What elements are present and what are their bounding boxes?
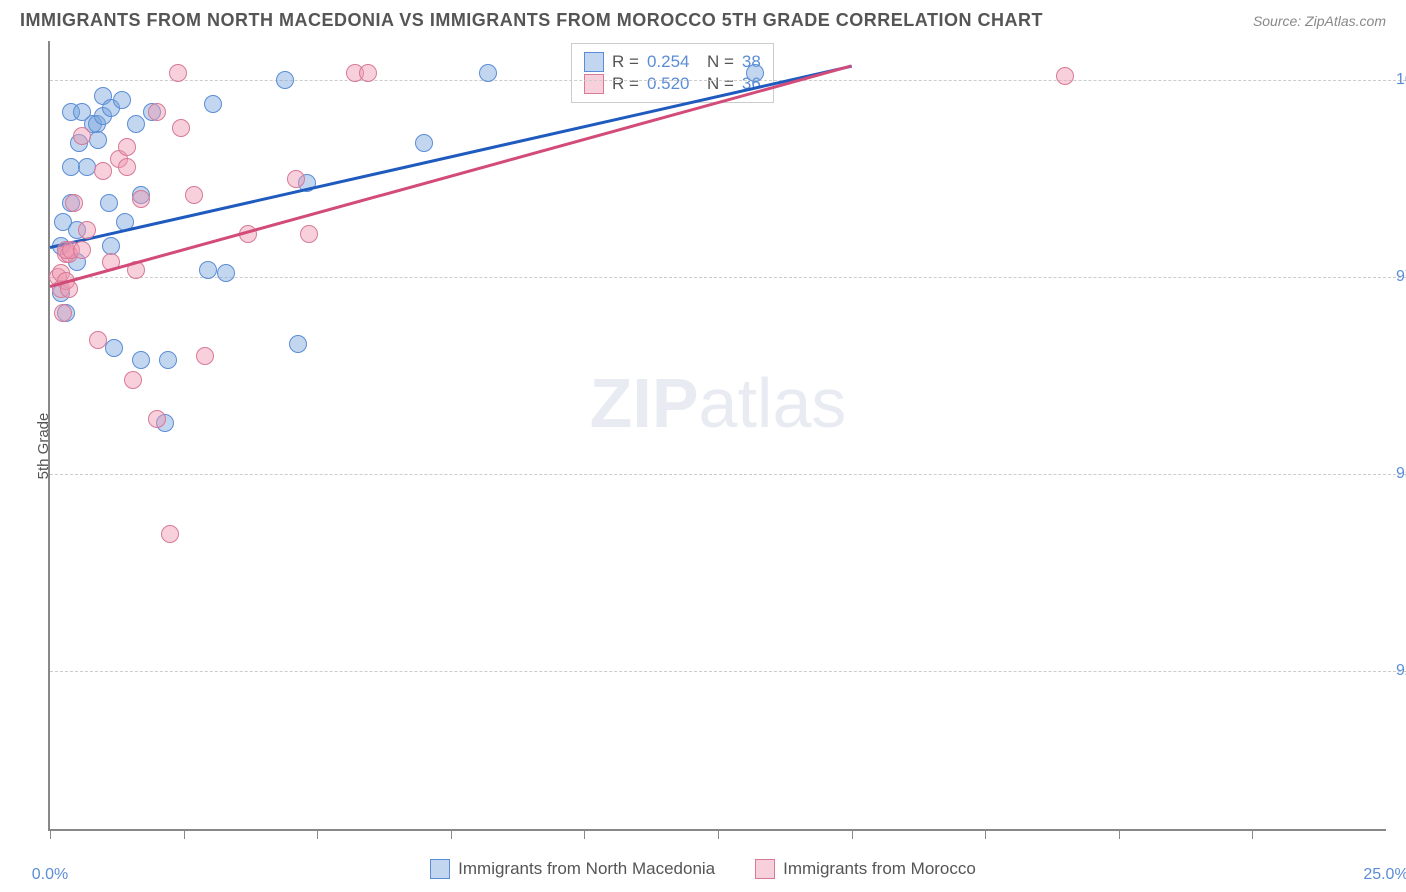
data-point [169,64,187,82]
legend-swatch [584,74,604,94]
data-point [100,194,118,212]
data-point [105,339,123,357]
data-point [89,331,107,349]
data-point [161,525,179,543]
source-label: Source: ZipAtlas.com [1253,13,1386,29]
x-tick [852,829,853,839]
legend-swatch [584,52,604,72]
data-point [118,158,136,176]
data-point [132,190,150,208]
gridline [50,80,1406,81]
data-point [73,241,91,259]
watermark: ZIPatlas [590,363,847,443]
data-point [287,170,305,188]
legend-label: Immigrants from North Macedonia [458,859,715,879]
data-point [300,225,318,243]
y-tick-label: 95.0% [1396,465,1406,483]
data-point [746,64,764,82]
legend-swatch [430,859,450,879]
y-tick-label: 97.5% [1396,268,1406,286]
gridline [50,474,1406,475]
legend-r-label: R = [612,52,639,72]
data-point [65,194,83,212]
data-point [148,410,166,428]
data-point [127,115,145,133]
data-point [54,304,72,322]
chart-title: IMMIGRANTS FROM NORTH MACEDONIA VS IMMIG… [20,10,1043,31]
trend-line [50,65,852,249]
x-tick [317,829,318,839]
data-point [78,221,96,239]
data-point [113,91,131,109]
data-point [415,134,433,152]
gridline [50,671,1406,672]
legend-r-value: 0.254 [647,52,690,72]
data-point [132,351,150,369]
legend-swatch [755,859,775,879]
data-point [185,186,203,204]
legend-row: R = 0.254 N = 38 [584,52,761,72]
data-point [276,71,294,89]
x-tick [184,829,185,839]
x-tick [451,829,452,839]
x-tick [718,829,719,839]
data-point [196,347,214,365]
data-point [73,127,91,145]
legend-r-label: R = [612,74,639,94]
data-point [172,119,190,137]
legend-n-label: N = [698,52,734,72]
data-point [94,162,112,180]
legend-item: Immigrants from Morocco [755,859,976,879]
legend-item: Immigrants from North Macedonia [430,859,715,879]
gridline [50,277,1406,278]
data-point [89,131,107,149]
data-point [148,103,166,121]
data-point [359,64,377,82]
x-tick [985,829,986,839]
data-point [199,261,217,279]
y-tick-label: 100.0% [1396,71,1406,89]
x-tick [1252,829,1253,839]
data-point [479,64,497,82]
data-point [204,95,222,113]
data-point [159,351,177,369]
data-point [78,158,96,176]
chart-plot-area: ZIPatlas R = 0.254 N = 38R = 0.520 N = 3… [48,41,1386,831]
x-tick [584,829,585,839]
data-point [217,264,235,282]
data-point [124,371,142,389]
trend-line [50,65,852,289]
data-point [1056,67,1074,85]
data-point [289,335,307,353]
y-tick-label: 92.5% [1396,662,1406,680]
series-legend: Immigrants from North Macedonia Immigrant… [0,859,1406,884]
legend-n-label: N = [698,74,734,94]
x-tick [1119,829,1120,839]
legend-r-value: 0.520 [647,74,690,94]
legend-label: Immigrants from Morocco [783,859,976,879]
data-point [118,138,136,156]
x-tick [50,829,51,839]
